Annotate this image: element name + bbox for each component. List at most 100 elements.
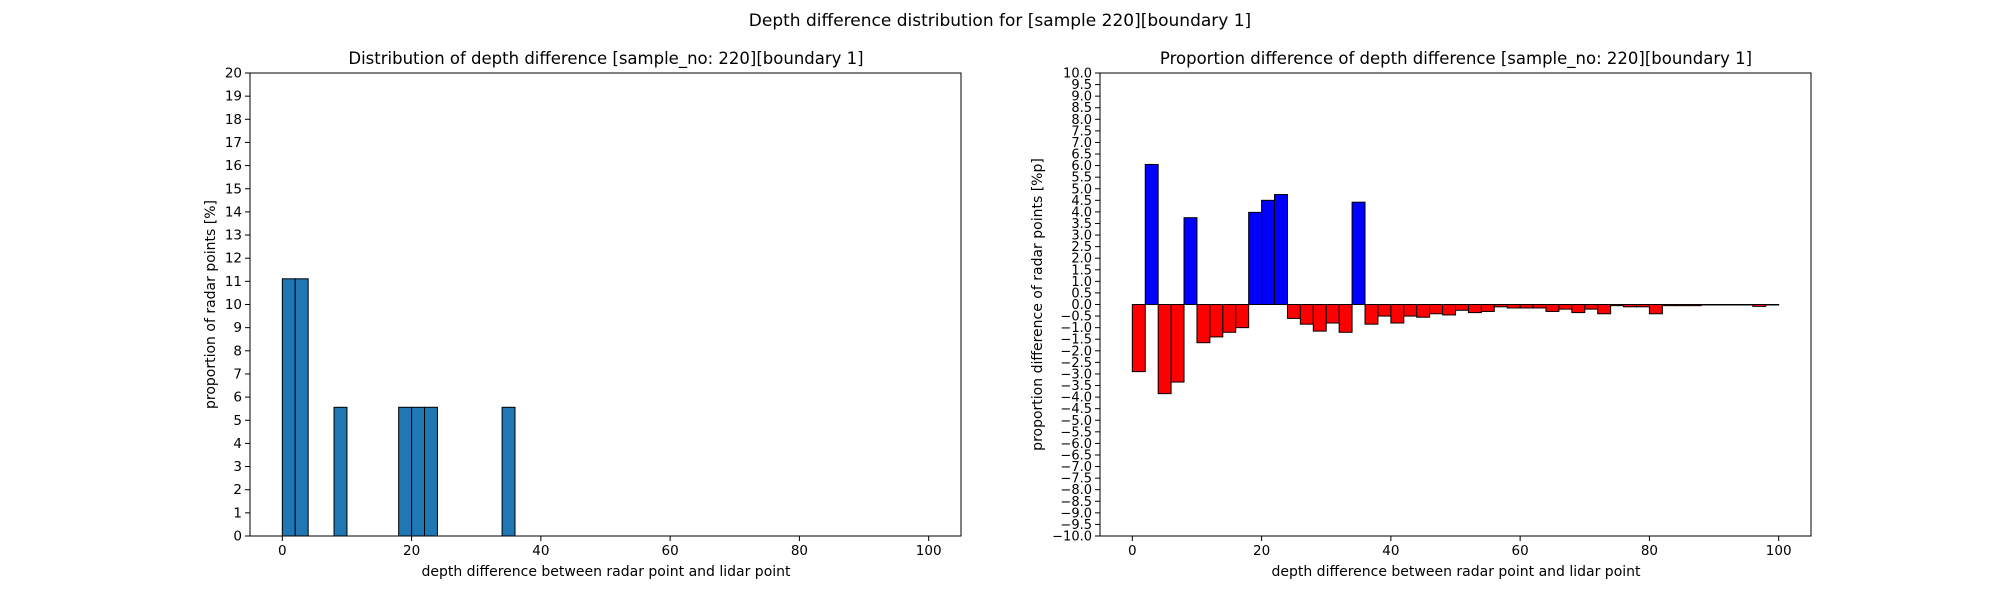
bar-86 bbox=[1687, 304, 1702, 307]
distribution-title: Distribution of depth difference [sample… bbox=[348, 49, 863, 69]
x-tick-label: 60 bbox=[1512, 543, 1529, 559]
y-tick-label: 0 bbox=[233, 529, 242, 545]
bar-72 bbox=[1597, 304, 1612, 315]
y-tick-label: 7 bbox=[233, 366, 242, 382]
x-tick-label: 100 bbox=[916, 543, 942, 559]
proportion-difference-bars bbox=[1131, 163, 1780, 395]
distribution-x-axis-label: depth difference between radar point and… bbox=[421, 564, 791, 580]
bar-80 bbox=[1648, 304, 1663, 315]
y-tick-label: 1.5 bbox=[1071, 263, 1092, 278]
y-tick-label: −9.0 bbox=[1060, 506, 1092, 521]
x-tick-label: 40 bbox=[532, 543, 549, 559]
bar-54 bbox=[1480, 304, 1495, 312]
bar-40 bbox=[1390, 304, 1405, 324]
y-tick-label: 6.0 bbox=[1071, 159, 1092, 174]
y-tick-label: 13 bbox=[225, 228, 242, 244]
y-tick-label: −3.5 bbox=[1060, 379, 1092, 394]
bar-76 bbox=[1623, 304, 1637, 308]
y-tick-label: 17 bbox=[225, 135, 242, 151]
y-tick-label: −6.0 bbox=[1060, 437, 1092, 452]
y-tick-label: −2.0 bbox=[1060, 344, 1092, 359]
y-tick-label: 0.5 bbox=[1071, 286, 1092, 301]
bar-34 bbox=[1351, 201, 1366, 305]
bar-28 bbox=[1312, 304, 1327, 332]
x-tick-label: 20 bbox=[403, 543, 420, 559]
y-tick-label: −3.0 bbox=[1060, 367, 1092, 382]
y-tick-label: 10 bbox=[225, 297, 242, 313]
bar-30 bbox=[1325, 304, 1340, 324]
bar-18 bbox=[1248, 211, 1263, 305]
y-tick-label: −4.5 bbox=[1060, 402, 1092, 417]
bar-64 bbox=[1545, 304, 1560, 312]
y-tick-label: 0.0 bbox=[1071, 298, 1092, 313]
y-tick-label: 8 bbox=[233, 343, 242, 359]
distribution-y-axis-label: proportion of radar points [%] bbox=[203, 200, 219, 409]
y-tick-label: 15 bbox=[225, 181, 242, 197]
y-tick-label: 10.0 bbox=[1063, 67, 1092, 82]
y-tick-label: 7.5 bbox=[1071, 124, 1092, 139]
y-tick-label: 7.0 bbox=[1071, 136, 1092, 151]
y-tick-label: 1.0 bbox=[1071, 275, 1092, 290]
y-tick-label: −8.5 bbox=[1060, 495, 1092, 510]
bar-34 bbox=[501, 406, 516, 537]
y-tick-label: 1 bbox=[233, 505, 242, 521]
x-tick-label: 100 bbox=[1766, 543, 1792, 559]
bar-20 bbox=[411, 406, 426, 537]
proportion-difference-y-ticks: 10.09.59.08.58.07.57.06.56.05.55.04.54.0… bbox=[1052, 67, 1100, 545]
bar-22 bbox=[424, 406, 438, 537]
proportion-difference-plot-frame bbox=[1099, 72, 1812, 537]
y-tick-label: 12 bbox=[225, 251, 242, 267]
x-tick-label: 60 bbox=[662, 543, 679, 559]
y-tick-label: −6.5 bbox=[1060, 448, 1092, 463]
y-tick-label: 9.5 bbox=[1071, 78, 1092, 93]
bar-78 bbox=[1635, 304, 1650, 308]
bar-56 bbox=[1493, 304, 1508, 308]
bar-60 bbox=[1519, 304, 1534, 309]
proportion-difference-panel: Proportion difference of depth differenc… bbox=[1030, 49, 1812, 580]
y-tick-label: 5 bbox=[233, 413, 242, 429]
distribution-x-ticks: 0 20 40 60 80 100 bbox=[278, 536, 942, 559]
bar-98 bbox=[1765, 304, 1780, 306]
bar-88 bbox=[1700, 304, 1715, 306]
y-tick-label: 11 bbox=[225, 274, 242, 290]
bar-94 bbox=[1739, 304, 1754, 306]
x-tick-label: 0 bbox=[278, 543, 287, 559]
y-tick-label: 4.0 bbox=[1071, 205, 1092, 220]
y-tick-label: 4.5 bbox=[1071, 194, 1092, 209]
bar-92 bbox=[1726, 304, 1741, 306]
bar-20 bbox=[1261, 199, 1276, 305]
y-tick-label: 19 bbox=[225, 89, 242, 105]
bar-22 bbox=[1274, 194, 1288, 305]
bar-70 bbox=[1584, 304, 1599, 310]
y-tick-label: 9 bbox=[233, 320, 242, 336]
bar-42 bbox=[1403, 304, 1418, 317]
y-tick-label: 5.0 bbox=[1071, 182, 1092, 197]
bar-24 bbox=[1286, 304, 1301, 319]
bar-16 bbox=[1235, 304, 1250, 329]
bar-84 bbox=[1674, 304, 1689, 307]
bar-8 bbox=[333, 406, 348, 537]
distribution-bars bbox=[281, 278, 516, 537]
bar-74 bbox=[1610, 304, 1625, 307]
bar-68 bbox=[1571, 304, 1586, 314]
x-tick-label: 40 bbox=[1382, 543, 1399, 559]
bar-6 bbox=[1170, 304, 1185, 383]
y-tick-label: −10.0 bbox=[1052, 530, 1092, 545]
y-tick-label: −1.5 bbox=[1060, 333, 1092, 348]
bar-18 bbox=[398, 406, 413, 537]
y-tick-label: 14 bbox=[225, 204, 242, 220]
y-tick-label: −0.5 bbox=[1060, 310, 1092, 325]
bar-0 bbox=[1131, 304, 1146, 373]
y-tick-label: −5.5 bbox=[1060, 425, 1092, 440]
y-tick-label: 3 bbox=[233, 459, 242, 475]
distribution-plot-frame bbox=[249, 72, 962, 537]
y-tick-label: 2 bbox=[233, 482, 242, 498]
bar-52 bbox=[1467, 304, 1482, 314]
bar-8 bbox=[1183, 217, 1198, 305]
proportion-difference-x-axis-label: depth difference between radar point and… bbox=[1271, 564, 1641, 580]
y-tick-label: −9.5 bbox=[1060, 518, 1092, 533]
bar-96 bbox=[1752, 304, 1767, 307]
y-tick-label: −1.0 bbox=[1060, 321, 1092, 336]
y-tick-label: 3.5 bbox=[1071, 217, 1092, 232]
